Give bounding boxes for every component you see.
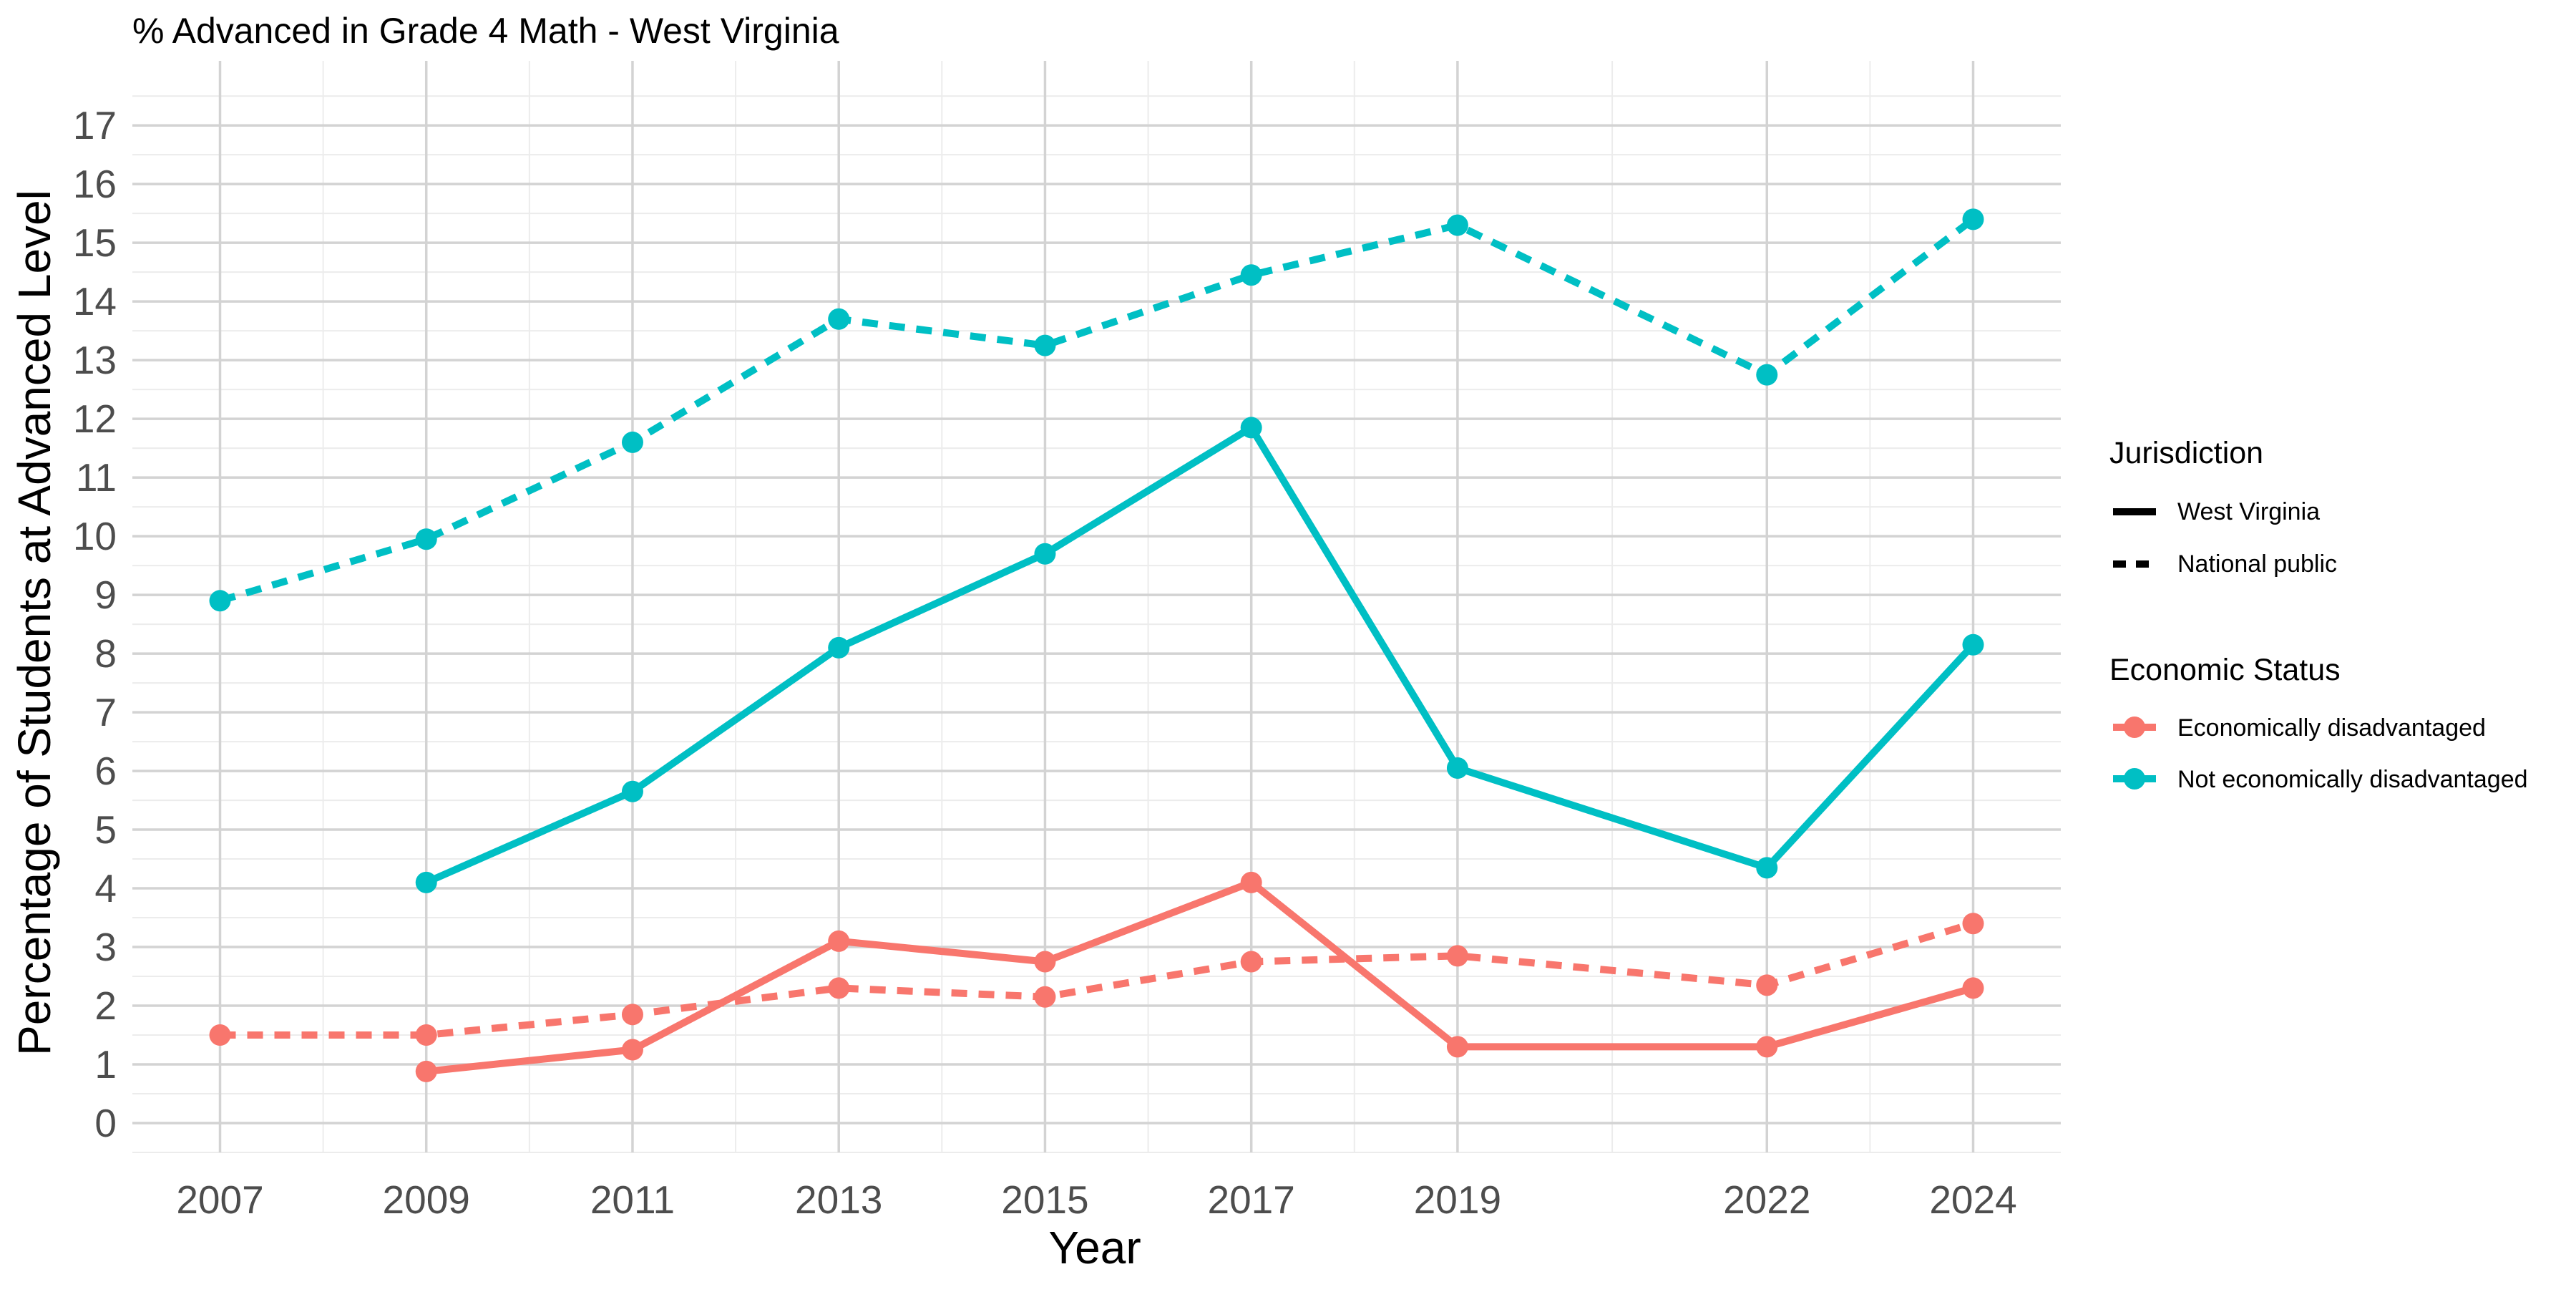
y-tick-label: 3 <box>94 925 117 969</box>
legend-title-jurisdiction: Jurisdiction <box>2109 436 2263 470</box>
data-point <box>415 1024 437 1046</box>
x-tick-label: 2024 <box>1929 1177 2016 1222</box>
data-point <box>209 1024 231 1046</box>
y-tick-label: 11 <box>76 455 117 500</box>
x-tick-label: 2015 <box>1001 1177 1088 1222</box>
x-tick-label: 2013 <box>795 1177 882 1222</box>
data-point <box>1446 945 1468 967</box>
series-line-1 <box>219 216 1976 605</box>
data-point <box>1756 1036 1778 1058</box>
data-point <box>621 431 643 453</box>
series-line-0 <box>424 424 1976 886</box>
x-tick-label: 2007 <box>176 1177 263 1222</box>
data-point <box>1962 633 1984 656</box>
y-tick-label: 9 <box>94 573 117 617</box>
y-axis-title: Percentage of Students at Advanced Level <box>9 190 60 1056</box>
legend-label-national-public: National public <box>2177 550 2337 578</box>
y-tick-label: 1 <box>94 1042 117 1087</box>
data-point <box>1240 871 1262 893</box>
y-tick-label: 15 <box>73 220 117 265</box>
series-line-2 <box>426 878 1974 1075</box>
data-point <box>415 871 437 893</box>
grid-minor <box>132 61 2061 1153</box>
y-tick-label: 6 <box>94 749 117 793</box>
y-tick-label: 14 <box>73 279 117 324</box>
data-point <box>1034 986 1056 1008</box>
legend-key-econ-disadvantaged-point <box>2124 717 2145 738</box>
x-tick-label: 2022 <box>1723 1177 1810 1222</box>
x-axis-title: Year <box>1048 1222 1141 1273</box>
data-point <box>209 590 231 612</box>
data-point <box>1756 857 1778 879</box>
data-point <box>1446 1036 1468 1058</box>
x-tick-label: 2011 <box>590 1177 675 1222</box>
chart-title: % Advanced in Grade 4 Math - West Virgin… <box>132 11 839 51</box>
data-point <box>1756 364 1778 386</box>
data-point <box>828 977 850 999</box>
y-tick-label: 16 <box>73 162 117 206</box>
x-tick-label: 2019 <box>1414 1177 1501 1222</box>
y-tick-label: 0 <box>94 1101 117 1145</box>
x-tick-label: 2017 <box>1207 1177 1294 1222</box>
data-point <box>621 780 643 802</box>
data-point <box>1962 977 1984 999</box>
data-point <box>621 1039 643 1061</box>
data-point <box>828 308 850 330</box>
data-point <box>1034 543 1056 565</box>
series-layer <box>209 208 1984 1082</box>
legend-title-economic-status: Economic Status <box>2109 653 2341 687</box>
legend: Jurisdiction West Virginia National publ… <box>2109 436 2528 793</box>
data-point <box>1446 214 1468 236</box>
data-point <box>1240 951 1262 973</box>
data-point <box>828 930 850 952</box>
data-point <box>415 1060 437 1082</box>
data-point <box>1756 974 1778 996</box>
x-axis-ticks: 2007 2009 2011 2013 2015 2017 2019 2022 2024 <box>176 1177 2016 1222</box>
data-point <box>1446 757 1468 779</box>
data-point <box>1962 913 1984 935</box>
y-tick-label: 13 <box>73 338 117 382</box>
legend-label-not-econ-disadvantaged: Not economically disadvantaged <box>2177 766 2528 793</box>
y-tick-label: 4 <box>94 866 117 910</box>
y-tick-label: 5 <box>94 807 117 852</box>
data-point <box>621 1004 643 1026</box>
data-point <box>1240 417 1262 439</box>
y-tick-label: 10 <box>73 514 117 558</box>
legend-key-not-econ-disadvantaged-point <box>2124 768 2145 790</box>
y-tick-label: 8 <box>94 631 117 676</box>
legend-label-econ-disadvantaged: Economically disadvantaged <box>2177 714 2486 742</box>
data-point <box>1240 264 1262 286</box>
data-point <box>1962 208 1984 230</box>
x-tick-label: 2009 <box>383 1177 470 1222</box>
data-point <box>1034 334 1056 356</box>
data-point <box>415 528 437 550</box>
y-tick-label: 12 <box>73 397 117 441</box>
y-tick-label: 2 <box>94 983 117 1028</box>
legend-label-west-virginia: West Virginia <box>2177 498 2320 525</box>
y-tick-label: 7 <box>94 690 117 734</box>
data-point <box>1034 951 1056 973</box>
data-point <box>828 636 850 659</box>
y-tick-label: 17 <box>73 103 117 147</box>
